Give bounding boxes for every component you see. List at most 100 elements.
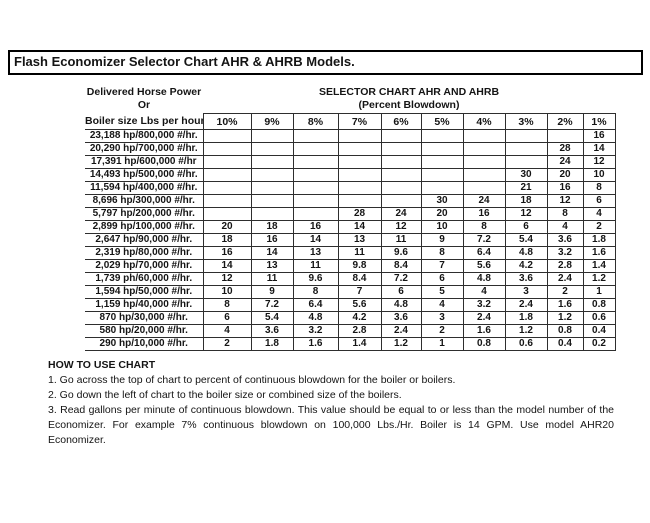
value-cell [250, 168, 294, 182]
value-cell: 12 [582, 155, 616, 169]
value-cell: 14 [202, 259, 252, 273]
value-cell: 2.4 [380, 324, 422, 338]
value-cell: 0.4 [582, 324, 616, 338]
right-header-line1: SELECTOR CHART AHR AND AHRB [318, 86, 500, 98]
table-row: 8,696 hp/300,000 #/hr. 30 24 18 12 6 [85, 194, 616, 208]
row-label: 20,290 hp/700,000 #/hr. [85, 142, 203, 156]
value-cell: 1.2 [380, 337, 422, 351]
value-cell: 5 [420, 285, 464, 299]
value-cell [380, 129, 422, 143]
value-cell: 0.4 [546, 337, 584, 351]
value-cell [202, 129, 252, 143]
value-cell: 0.8 [582, 298, 616, 312]
value-cell: 8 [292, 285, 339, 299]
value-cell: 10 [582, 168, 616, 182]
value-cell: 9.8 [337, 259, 382, 273]
value-cell [380, 181, 422, 195]
percent-column-header: 3% [504, 113, 548, 130]
value-cell: 7.2 [380, 272, 422, 286]
right-header: SELECTOR CHART AHR AND AHRB (Percent Blo… [203, 86, 615, 112]
chart-header-row: Delivered Horse Power Or SELECTOR CHART … [85, 86, 615, 112]
value-cell [420, 168, 464, 182]
value-cell [250, 155, 294, 169]
value-cell: 2.8 [546, 259, 584, 273]
percent-column-header: 5% [420, 113, 464, 130]
row-label: 1,159 hp/40,000 #/hr. [85, 298, 203, 312]
value-cell [337, 181, 382, 195]
value-cell: 28 [546, 142, 584, 156]
value-cell: 6 [582, 194, 616, 208]
value-cell: 12 [202, 272, 252, 286]
value-cell: 6 [504, 220, 548, 234]
row-label: 11,594 hp/400,000 #/hr. [85, 181, 203, 195]
document-page: Flash Economizer Selector Chart AHR & AH… [0, 50, 650, 448]
percent-column-header: 2% [546, 113, 584, 130]
value-cell: 1.2 [546, 311, 584, 325]
value-cell: 14 [337, 220, 382, 234]
value-cell [292, 129, 339, 143]
value-cell: 1.6 [582, 246, 616, 260]
value-cell: 8 [202, 298, 252, 312]
value-cell: 1.2 [504, 324, 548, 338]
instruction-step-2: 2. Go down the left of chart to the boil… [48, 389, 402, 401]
value-cell: 14 [250, 246, 294, 260]
value-cell: 30 [420, 194, 464, 208]
value-cell: 18 [504, 194, 548, 208]
value-cell [504, 155, 548, 169]
value-cell [462, 129, 506, 143]
value-cell: 21 [504, 181, 548, 195]
row-label: 17,391 hp/600,000 #/hr [85, 155, 203, 169]
value-cell: 4 [582, 207, 616, 221]
value-cell: 3.6 [504, 272, 548, 286]
percent-column-header: 1% [582, 113, 616, 130]
value-cell [250, 194, 294, 208]
value-cell [337, 142, 382, 156]
table-row: 23,188 hp/800,000 #/hr. 16 [85, 129, 616, 143]
percent-header-row: Boiler size Lbs per hour 10% 9% 8% 7% 6% 5% 4%… [85, 113, 616, 130]
value-cell: 4 [202, 324, 252, 338]
value-cell: 16 [292, 220, 339, 234]
value-cell: 5.4 [504, 233, 548, 247]
value-cell: 4.8 [292, 311, 339, 325]
value-cell [292, 142, 339, 156]
value-cell [380, 155, 422, 169]
value-cell: 0.8 [462, 337, 506, 351]
value-cell [202, 181, 252, 195]
value-cell: 9 [420, 233, 464, 247]
value-cell: 6.4 [462, 246, 506, 260]
row-label: 8,696 hp/300,000 #/hr. [85, 194, 203, 208]
value-cell: 14 [292, 233, 339, 247]
value-cell: 6 [380, 285, 422, 299]
value-cell: 4.8 [504, 246, 548, 260]
value-cell: 12 [380, 220, 422, 234]
selector-table: Boiler size Lbs per hour 10% 9% 8% 7% 6% 5% 4%… [85, 113, 616, 351]
value-cell: 8.4 [380, 259, 422, 273]
value-cell [380, 168, 422, 182]
value-cell [504, 142, 548, 156]
left-header-line2: Or [137, 99, 151, 111]
value-cell: 9 [250, 285, 294, 299]
value-cell: 20 [420, 207, 464, 221]
value-cell: 2 [202, 337, 252, 351]
value-cell [202, 142, 252, 156]
title-bar: Flash Economizer Selector Chart AHR & AH… [8, 50, 643, 75]
table-row: 2,029 hp/70,000 #/hr. 14 13 11 9.8 8.4 7 5.6 4.2… [85, 259, 616, 273]
value-cell: 24 [380, 207, 422, 221]
value-cell: 12 [504, 207, 548, 221]
value-cell [462, 168, 506, 182]
value-cell [504, 129, 548, 143]
value-cell: 5.4 [250, 311, 294, 325]
value-cell: 3.2 [546, 246, 584, 260]
value-cell [250, 142, 294, 156]
row-label: 2,899 hp/100,000 #/hr. [85, 220, 203, 234]
right-header-line2: (Percent Blowdown) [358, 99, 460, 111]
value-cell [250, 207, 294, 221]
value-cell [420, 155, 464, 169]
value-cell: 3 [420, 311, 464, 325]
page-title: Flash Economizer Selector Chart AHR & AH… [14, 54, 355, 69]
value-cell: 18 [250, 220, 294, 234]
value-cell: 2.4 [546, 272, 584, 286]
row-label: 5,797 hp/200,000 #/hr. [85, 207, 203, 221]
value-cell: 3 [504, 285, 548, 299]
value-cell: 16 [462, 207, 506, 221]
